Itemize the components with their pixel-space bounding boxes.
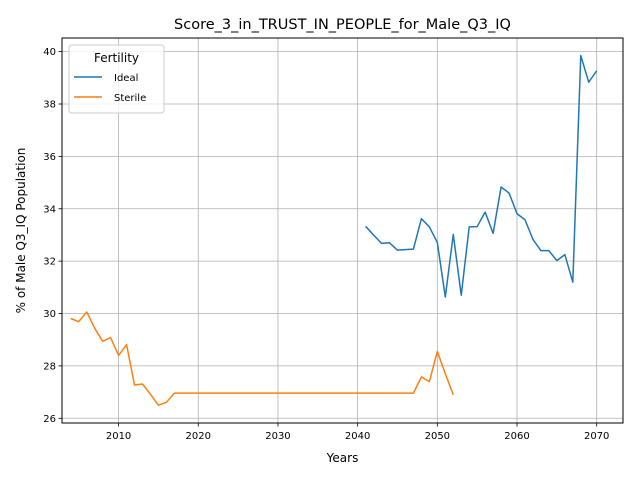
y-tick-label: 28 <box>43 362 56 373</box>
y-tick-label: 36 <box>43 152 56 163</box>
y-tick-label: 40 <box>43 47 56 58</box>
y-tick-label: 34 <box>43 204 56 215</box>
y-tick-label: 30 <box>43 309 56 320</box>
x-tick-label: 2040 <box>345 431 370 442</box>
x-tick-label: 2030 <box>265 431 290 442</box>
x-tick-label: 2060 <box>504 431 529 442</box>
x-axis-label: Years <box>326 451 359 465</box>
y-tick-label: 38 <box>43 100 56 111</box>
legend-box <box>68 44 165 114</box>
series-lines <box>70 54 598 406</box>
x-tick-label: 2070 <box>584 431 609 442</box>
grid <box>62 38 623 423</box>
chart-title: Score_3_in_TRUST_IN_PEOPLE_for_Male_Q3_I… <box>174 17 511 33</box>
x-axis: 2010 2020 2030 2040 2050 2060 2070 <box>106 423 609 442</box>
y-tick-label: 32 <box>43 257 56 268</box>
y-axis: 26 28 30 32 34 36 38 40 <box>43 47 62 425</box>
legend: Fertility Ideal Sterile <box>68 44 165 114</box>
legend-label-ideal: Ideal <box>114 73 138 84</box>
y-axis-label: % of Male Q3_IQ Population <box>14 148 28 314</box>
x-tick-label: 2020 <box>186 431 211 442</box>
x-tick-label: 2010 <box>106 431 131 442</box>
x-tick-label: 2050 <box>425 431 450 442</box>
y-tick-label: 26 <box>43 414 56 425</box>
legend-label-sterile: Sterile <box>114 93 146 104</box>
legend-title: Fertility <box>94 51 139 65</box>
series-line-sterile <box>70 311 454 406</box>
plot-frame <box>61 37 624 424</box>
series-line-ideal <box>365 54 598 298</box>
